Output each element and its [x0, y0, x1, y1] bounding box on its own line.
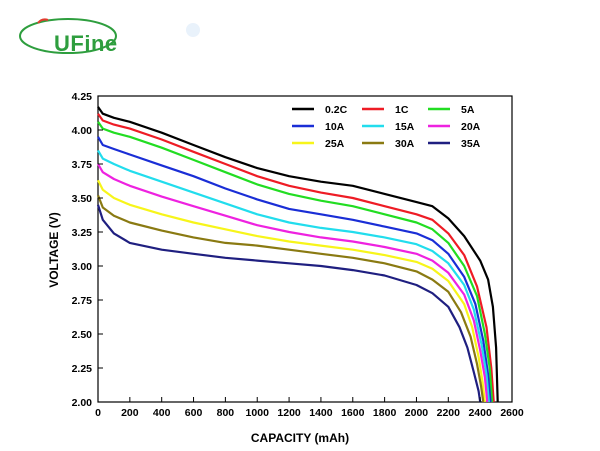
- legend-label: 1C: [395, 104, 409, 116]
- legend-label: 15A: [395, 121, 415, 133]
- legend-label: 35A: [461, 138, 481, 150]
- x-tick-label: 800: [217, 407, 235, 419]
- x-tick-label: 200: [121, 407, 139, 419]
- series-line-25a: [97, 179, 486, 403]
- series-line-0.2c: [97, 106, 499, 403]
- y-tick-label: 2.50: [72, 329, 93, 341]
- x-tick-label: 1400: [309, 407, 333, 419]
- x-tick-label: 2400: [468, 407, 492, 419]
- series-line-10a: [97, 136, 492, 403]
- legend-label: 30A: [395, 138, 415, 150]
- x-tick-label: 1600: [341, 407, 365, 419]
- legend-label: 25A: [325, 138, 345, 150]
- x-tick-label: 1000: [246, 407, 270, 419]
- legend-label: 0.2C: [325, 104, 348, 116]
- legend-label: 10A: [325, 121, 345, 133]
- x-tick-label: 600: [185, 407, 203, 419]
- x-tick-label: 0: [95, 407, 101, 419]
- logo-text: UFine: [54, 31, 118, 56]
- y-tick-label: 4.25: [72, 91, 93, 103]
- y-tick-label: 3.75: [72, 159, 93, 171]
- x-tick-label: 1800: [373, 407, 397, 419]
- series-line-1c: [97, 113, 495, 403]
- y-tick-label: 3.00: [72, 261, 93, 273]
- y-tick-label: 2.75: [72, 295, 93, 307]
- y-tick-label: 2.00: [72, 397, 93, 409]
- series-layer: [96, 106, 499, 403]
- series-line-5a: [97, 121, 494, 403]
- logo-ring-icon: [19, 18, 117, 54]
- x-tick-label: 1200: [277, 407, 301, 419]
- x-axis-title: CAPACITY (mAh): [251, 431, 349, 445]
- y-tick-label: 3.50: [72, 193, 93, 205]
- series-line-20a: [97, 163, 489, 403]
- ufine-logo: UFine: [18, 14, 122, 58]
- y-tick-label: 2.25: [72, 363, 93, 375]
- decorative-dot: [186, 23, 200, 37]
- x-tick-label: 400: [153, 407, 171, 419]
- y-axis-title: VOLTAGE (V): [47, 212, 61, 288]
- axes-layer: 0 200 400 600 800 1000 1200 1400 1600 1800 2000 220…: [72, 91, 524, 419]
- series-line-15a: [97, 149, 490, 403]
- y-tick-label: 3.25: [72, 227, 93, 239]
- x-tick-label: 2200: [437, 407, 461, 419]
- legend-label: 5A: [461, 104, 475, 116]
- y-tick-label: 4.00: [72, 125, 93, 137]
- x-tick-label: 2000: [405, 407, 429, 419]
- legend-label: 20A: [461, 121, 481, 133]
- series-line-35a: [96, 204, 482, 403]
- x-tick-label: 2600: [500, 407, 524, 419]
- legend: 0.2C 1C 5A 10A 15A 20A 25A 30A 35A: [292, 104, 481, 150]
- series-line-30a: [96, 194, 485, 403]
